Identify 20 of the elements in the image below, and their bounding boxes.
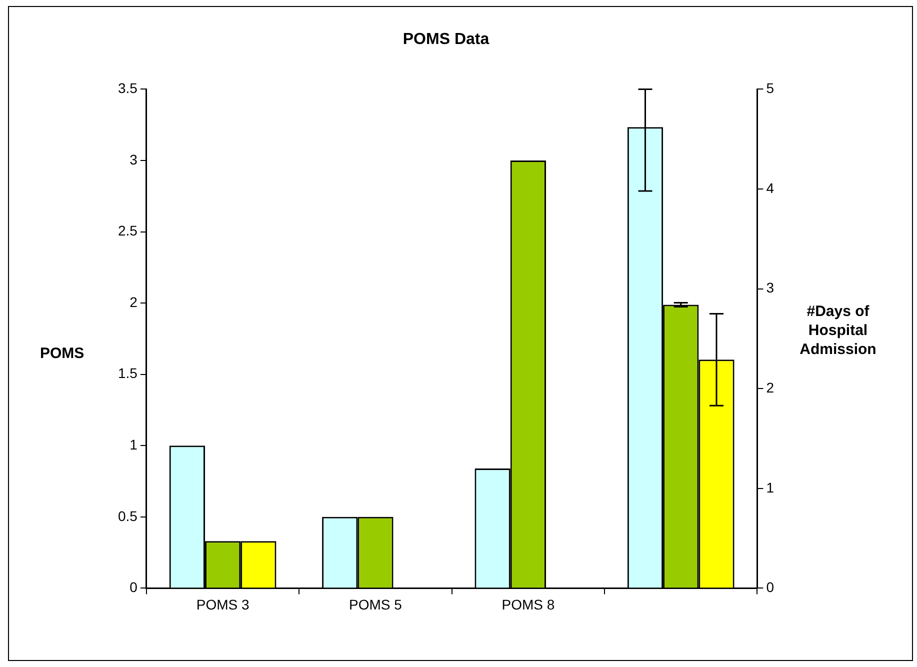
x-tick-label: POMS 3 — [196, 596, 250, 612]
y-tick-label: 3.5 — [118, 80, 138, 96]
y-tick-label: 0.5 — [118, 508, 138, 524]
y-tick-label: 1.5 — [118, 365, 138, 382]
chart-title: POMS Data — [402, 31, 490, 48]
x-tick-label: POMS 5 — [349, 596, 402, 612]
y2-axis-title: #Days of Hospital Admission — [798, 302, 878, 359]
y2-tick-label: 4 — [766, 180, 774, 196]
x-tick-label: POMS 8 — [502, 596, 555, 612]
y-tick-label: 2 — [130, 294, 138, 310]
y2-tick-label: 0 — [766, 579, 774, 596]
y-tick-label: 2.5 — [118, 222, 138, 239]
y2-tick-label: 3 — [766, 280, 774, 296]
y-tick-label: 3 — [130, 151, 138, 168]
y2-tick-label: 2 — [766, 379, 774, 396]
y2-tick-label: 1 — [766, 479, 774, 496]
y2-tick-label: 5 — [766, 80, 774, 96]
y-tick-label: 1 — [130, 436, 138, 452]
y-axis-title: POMS — [40, 344, 84, 363]
y-tick-label: 0 — [130, 579, 138, 596]
